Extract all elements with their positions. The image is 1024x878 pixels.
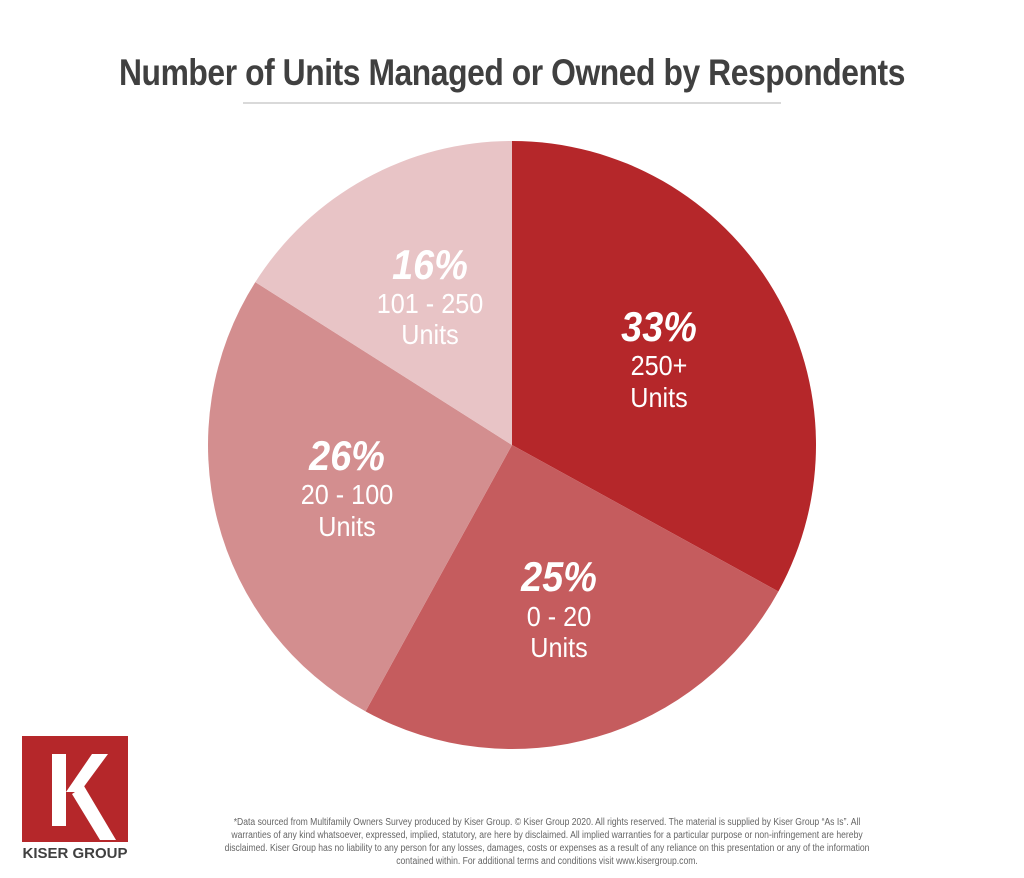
slice-unit-label: Units [318, 510, 376, 542]
slice-label-101-250: 16% 101 - 250 Units [377, 241, 483, 351]
slice-label-0-20: 25% 0 - 20 Units [522, 554, 598, 664]
footnote: *Data sourced from Multifamily Owners Su… [224, 817, 870, 867]
slice-category-label: 250+ [630, 350, 687, 382]
pie-slice-101-250 [255, 140, 512, 445]
pie-slice-20-100 [208, 282, 513, 712]
title-divider [243, 102, 781, 104]
slice-percent-label: 26% [309, 432, 385, 480]
slice-unit-label: Units [629, 381, 688, 413]
slice-category-label: 0 - 20 [527, 600, 592, 632]
slice-label-250: 33% 250+ Units [621, 303, 697, 413]
pie-slice-250 [512, 141, 817, 592]
k-logo-icon [52, 754, 116, 840]
kiser-group-logo [22, 736, 128, 842]
slice-percent-label: 25% [521, 553, 598, 601]
slice-label-20-100: 26% 20 - 100 Units [301, 432, 393, 542]
pie-slice-0-20 [365, 445, 779, 749]
slice-percent-label: 33% [620, 303, 697, 351]
slice-category-label: 20 - 100 [300, 479, 394, 511]
slice-unit-label: Units [401, 319, 459, 351]
slice-unit-label: Units [530, 631, 589, 663]
slice-category-label: 101 - 250 [376, 287, 484, 319]
chart-title: Number of Units Managed or Owned by Resp… [119, 52, 905, 93]
logo-text: KISER GROUP [22, 845, 128, 862]
slice-percent-label: 16% [392, 240, 468, 288]
